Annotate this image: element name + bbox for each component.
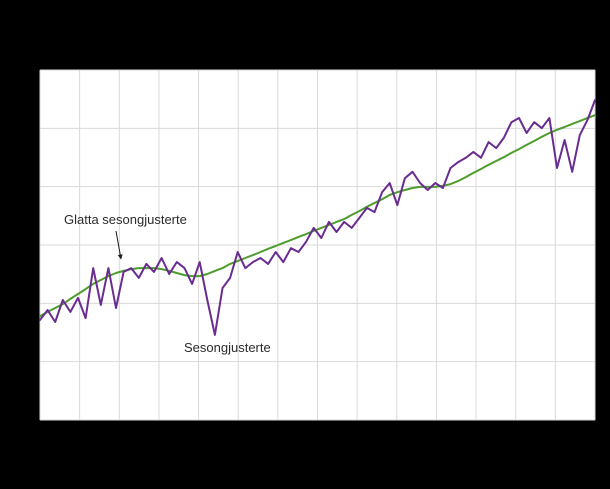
- gridlines: [39, 69, 596, 421]
- annotation-sesongjusterte: Sesongjusterte: [184, 340, 271, 355]
- annotation-arrow: [115, 230, 123, 260]
- series-line-sesongjusterte: [39, 99, 596, 336]
- annotation-glatta-sesongjusterte: Glatta sesongjusterte: [64, 212, 187, 227]
